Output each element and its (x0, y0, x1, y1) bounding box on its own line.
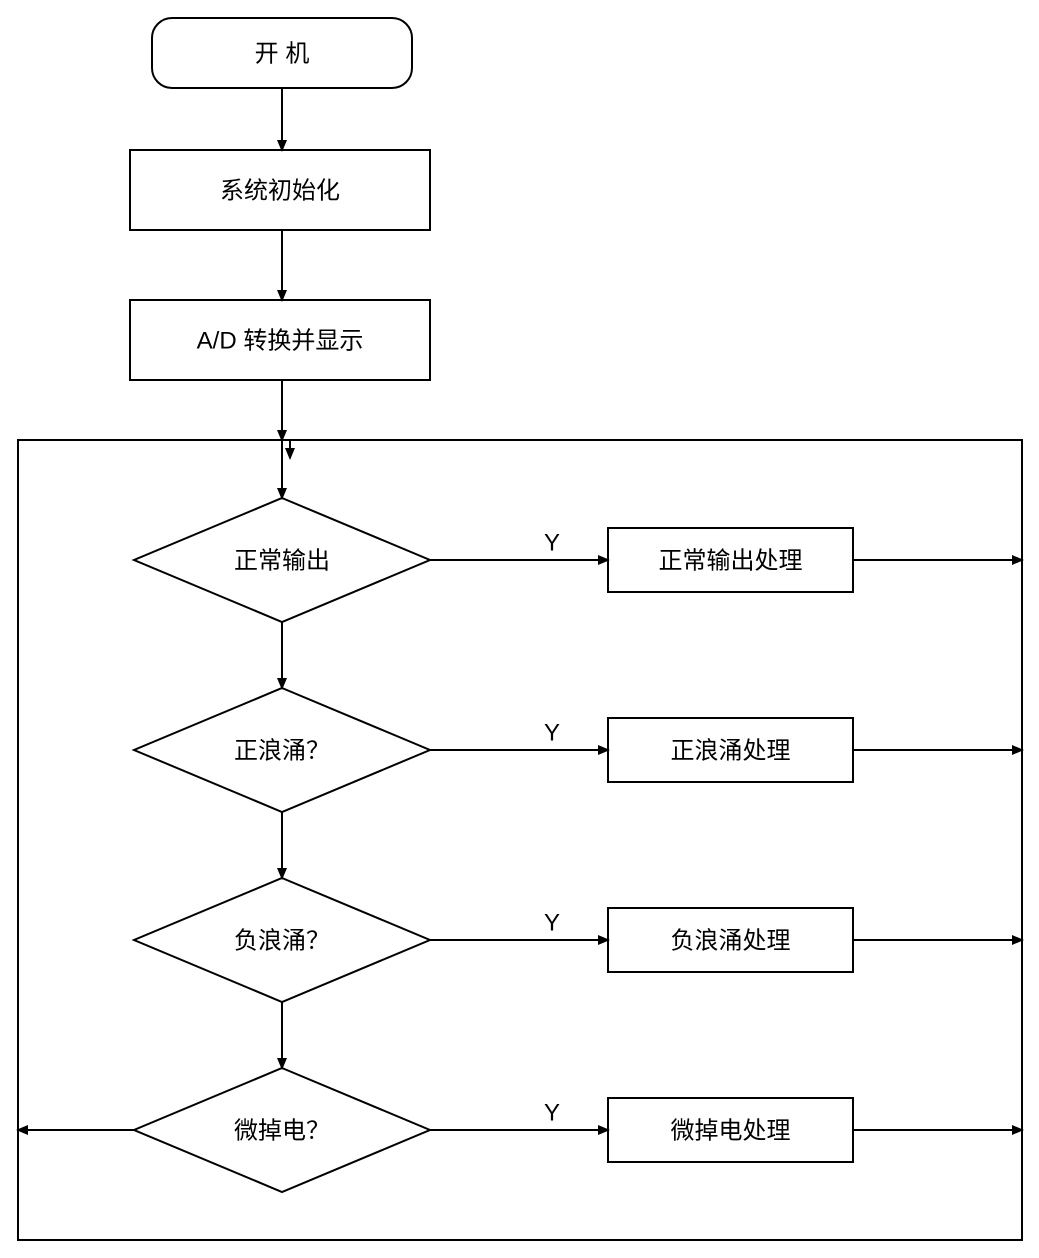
edge-label-y2: Y (544, 719, 560, 746)
node-label-p4: 微掉电处理 (671, 1117, 791, 1144)
node-label-d2: 正浪涌？ (234, 737, 330, 764)
node-label-p2: 正浪涌处理 (671, 737, 791, 764)
node-label-d4: 微掉电？ (234, 1117, 330, 1144)
node-label-p1: 正常输出处理 (659, 547, 803, 574)
node-label-d1: 正常输出 (234, 547, 330, 574)
node-label-p3: 负浪涌处理 (671, 927, 791, 954)
node-label-start: 开 机 (255, 40, 310, 67)
node-label-d3: 负浪涌？ (234, 927, 330, 954)
node-label-adconv: A/D 转换并显示 (197, 327, 364, 354)
edge-label-y1: Y (544, 529, 560, 556)
edge-label-y4: Y (544, 1099, 560, 1126)
node-label-init: 系统初始化 (220, 177, 340, 204)
edge-label-y3: Y (544, 909, 560, 936)
